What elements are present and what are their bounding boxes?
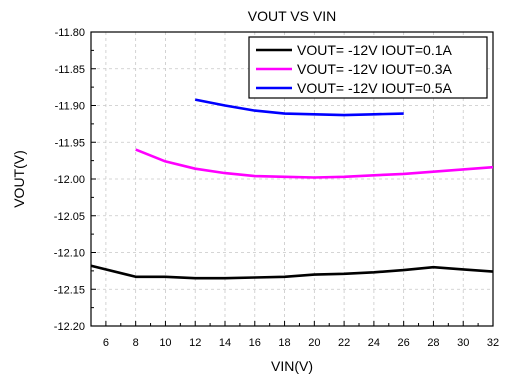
x-tick-label: 24 <box>368 337 380 349</box>
y-tick-label: -11.95 <box>55 137 85 149</box>
y-tick-label: -12.20 <box>54 321 85 333</box>
y-tick-label: -12.15 <box>54 284 85 296</box>
y-tick-label: -12.05 <box>54 211 85 223</box>
legend-label: VOUT= -12V IOUT=0.3A <box>297 61 452 77</box>
x-axis-tick-labels: 6 8 10 12 14 16 18 20 22 24 26 28 30 32 <box>103 337 499 349</box>
x-tick-label: 10 <box>159 337 171 349</box>
series-line-1 <box>90 264 494 280</box>
x-tick-label: 12 <box>189 337 201 349</box>
series-line-3 <box>194 98 404 117</box>
x-tick-label: 28 <box>427 337 439 349</box>
legend: VOUT= -12V IOUT=0.1A VOUT= -12V IOUT=0.3A… <box>248 36 488 99</box>
x-tick-label: 32 <box>487 337 499 349</box>
y-tick-label: -12.10 <box>54 248 85 260</box>
x-tick-label: 20 <box>308 337 320 349</box>
series-line-2 <box>135 148 494 179</box>
x-tick-label: 8 <box>133 337 139 349</box>
x-tick-label: 6 <box>103 337 109 349</box>
legend-label: VOUT= -12V IOUT=0.5A <box>297 80 452 96</box>
x-axis-title: VIN(V) <box>271 358 313 374</box>
x-tick-label: 22 <box>338 337 350 349</box>
y-tick-label: -11.85 <box>55 64 85 76</box>
y-axis-tick-labels: -11.80 -11.85 -11.90 -11.95 -12.00 -12.05 -12.… <box>54 27 85 333</box>
x-tick-label: 26 <box>398 337 410 349</box>
series-lines <box>90 98 494 280</box>
x-tick-label: 18 <box>278 337 290 349</box>
legend-label: VOUT= -12V IOUT=0.1A <box>297 42 452 58</box>
x-tick-label: 14 <box>219 337 231 349</box>
y-tick-label: -11.90 <box>55 101 85 113</box>
y-tick-label: -12.00 <box>54 174 85 186</box>
x-tick-label: 16 <box>249 337 261 349</box>
chart-title: VOUT VS VIN <box>248 8 336 24</box>
axis-ticks <box>91 31 494 327</box>
y-tick-label: -11.80 <box>55 27 85 39</box>
x-tick-label: 30 <box>457 337 469 349</box>
y-axis-title: VOUT(V) <box>11 150 27 208</box>
